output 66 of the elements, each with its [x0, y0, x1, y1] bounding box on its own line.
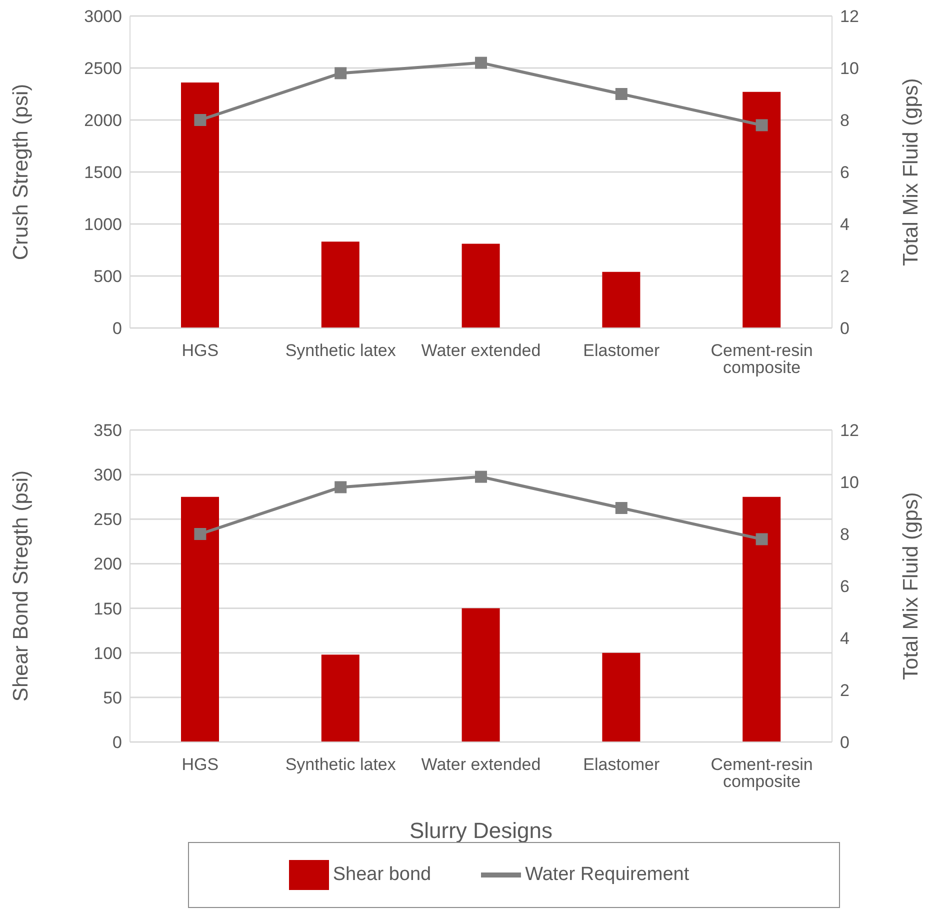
point	[756, 119, 768, 132]
y2-tick-label: 0	[840, 319, 850, 338]
x-tick-label: Elastomer	[583, 755, 660, 774]
y2-tick-label: 2	[840, 267, 850, 286]
bar	[462, 244, 500, 328]
y2-tick-label: 12	[840, 421, 859, 440]
point	[194, 114, 206, 126]
y2-tick-label: 12	[840, 7, 859, 26]
x-tick-label: Cement-resin composite	[710, 755, 813, 792]
y2-tick-label: 4	[840, 629, 850, 648]
point	[615, 502, 628, 514]
y-tick-label: 2000	[84, 111, 122, 130]
bar	[602, 652, 640, 742]
y2-tick-label: 10	[840, 59, 859, 78]
y2-tick-label: 6	[840, 163, 850, 182]
y-tick-label: 0	[112, 319, 122, 338]
x-tick-label: HGS	[182, 755, 219, 774]
y2-tick-label: 8	[840, 111, 850, 130]
point	[194, 528, 206, 540]
y-axis-title: Crush Stregth (psi)	[9, 84, 32, 260]
y-tick-label: 250	[94, 510, 122, 530]
x-tick-label: Synthetic latex	[285, 341, 396, 360]
bar	[181, 82, 219, 328]
bar	[742, 92, 781, 328]
y-axis-title: Shear Bond Stregth (psi)	[9, 470, 32, 702]
bar	[321, 242, 360, 328]
y-tick-label: 200	[94, 554, 122, 574]
y2-tick-label: 8	[840, 525, 850, 544]
legend-label: Shear bond	[332, 864, 432, 886]
x-axis-title: Slurry Designs	[409, 818, 553, 843]
point	[756, 533, 768, 546]
y-tick-label: 350	[94, 421, 122, 440]
y2-axis-title: Total Mix Fluid (gps)	[899, 78, 922, 266]
y-tick-label: 50	[103, 688, 122, 708]
point	[334, 67, 347, 80]
y2-tick-label: 10	[840, 473, 859, 492]
y-tick-label: 1500	[84, 163, 122, 182]
x-tick-label: Cement-resin composite	[710, 341, 813, 378]
y2-axis-title: Total Mix Fluid (gps)	[899, 492, 922, 680]
x-tick-label: HGS	[182, 341, 219, 360]
y2-tick-label: 6	[840, 577, 850, 596]
y-tick-label: 2500	[84, 59, 122, 78]
y2-tick-label: 0	[840, 733, 850, 752]
bar	[181, 496, 219, 742]
y-tick-label: 0	[112, 733, 122, 752]
point	[615, 88, 628, 100]
point	[475, 56, 487, 69]
y2-tick-label: 4	[840, 215, 850, 234]
y-tick-label: 1000	[84, 215, 122, 234]
y-tick-label: 3000	[84, 7, 122, 26]
x-tick-label: Water extended	[421, 755, 541, 774]
bar	[602, 272, 640, 328]
bar	[742, 496, 781, 742]
x-tick-label: Elastomer	[583, 341, 660, 360]
y-tick-label: 300	[94, 466, 122, 485]
y2-tick-label: 2	[840, 681, 850, 700]
x-tick-label: Water extended	[421, 341, 541, 360]
legend-label: Water Requirement	[525, 864, 690, 886]
bar	[321, 654, 360, 742]
point	[334, 481, 347, 494]
y-tick-label: 150	[94, 599, 122, 618]
x-tick-label: Synthetic latex	[285, 755, 396, 774]
bar	[462, 608, 500, 742]
y-tick-label: 100	[94, 644, 122, 663]
point	[475, 470, 487, 483]
y-tick-label: 500	[94, 267, 122, 286]
